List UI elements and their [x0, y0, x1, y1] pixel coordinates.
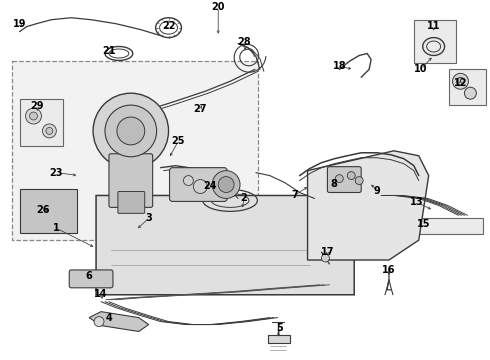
Text: 20: 20	[212, 2, 225, 12]
Circle shape	[321, 254, 329, 262]
Text: 11: 11	[427, 21, 441, 31]
Polygon shape	[308, 151, 429, 260]
FancyBboxPatch shape	[109, 154, 153, 207]
Circle shape	[94, 316, 104, 327]
FancyBboxPatch shape	[20, 189, 77, 233]
Text: 22: 22	[162, 21, 175, 31]
Circle shape	[465, 87, 476, 99]
Text: 21: 21	[102, 46, 116, 57]
Circle shape	[183, 176, 194, 185]
Text: 4: 4	[105, 312, 112, 323]
Text: 3: 3	[146, 213, 152, 223]
Circle shape	[347, 172, 355, 180]
Text: 5: 5	[276, 323, 283, 333]
Circle shape	[335, 175, 343, 183]
Text: 25: 25	[172, 136, 185, 146]
Text: 13: 13	[410, 197, 423, 207]
Circle shape	[194, 180, 207, 193]
Circle shape	[93, 93, 169, 168]
FancyBboxPatch shape	[69, 270, 113, 288]
Text: 12: 12	[454, 78, 467, 88]
Text: 29: 29	[31, 101, 44, 111]
Circle shape	[25, 108, 42, 124]
Bar	[414, 20, 457, 63]
Bar	[268, 336, 290, 343]
Circle shape	[43, 124, 56, 138]
FancyBboxPatch shape	[118, 192, 145, 213]
Text: 24: 24	[203, 180, 217, 190]
Text: 10: 10	[414, 64, 427, 75]
Text: 2: 2	[241, 193, 247, 203]
Text: 19: 19	[13, 19, 26, 29]
Text: 1: 1	[53, 223, 60, 233]
Polygon shape	[96, 195, 354, 295]
Bar	[448, 69, 486, 105]
Text: 9: 9	[374, 185, 380, 195]
Text: 27: 27	[194, 104, 207, 114]
Text: 16: 16	[382, 265, 396, 275]
Text: 8: 8	[330, 179, 337, 189]
Circle shape	[457, 77, 465, 85]
Text: 14: 14	[94, 289, 108, 299]
Circle shape	[218, 177, 234, 193]
Circle shape	[105, 105, 157, 157]
Text: 17: 17	[320, 247, 334, 257]
Circle shape	[46, 127, 53, 134]
Text: 7: 7	[291, 190, 298, 201]
FancyBboxPatch shape	[170, 168, 227, 202]
Circle shape	[117, 117, 145, 145]
Text: 23: 23	[49, 168, 63, 177]
Circle shape	[453, 73, 468, 89]
Text: 26: 26	[37, 205, 50, 215]
Bar	[20, 99, 63, 146]
Circle shape	[355, 177, 363, 185]
Bar	[12, 62, 258, 240]
Text: 6: 6	[86, 271, 93, 281]
Polygon shape	[89, 312, 148, 332]
Bar	[399, 218, 483, 234]
Circle shape	[212, 171, 240, 198]
Text: 28: 28	[237, 37, 251, 46]
Text: 18: 18	[333, 62, 346, 71]
Circle shape	[29, 112, 37, 120]
Text: 15: 15	[417, 219, 431, 229]
FancyBboxPatch shape	[327, 167, 361, 193]
